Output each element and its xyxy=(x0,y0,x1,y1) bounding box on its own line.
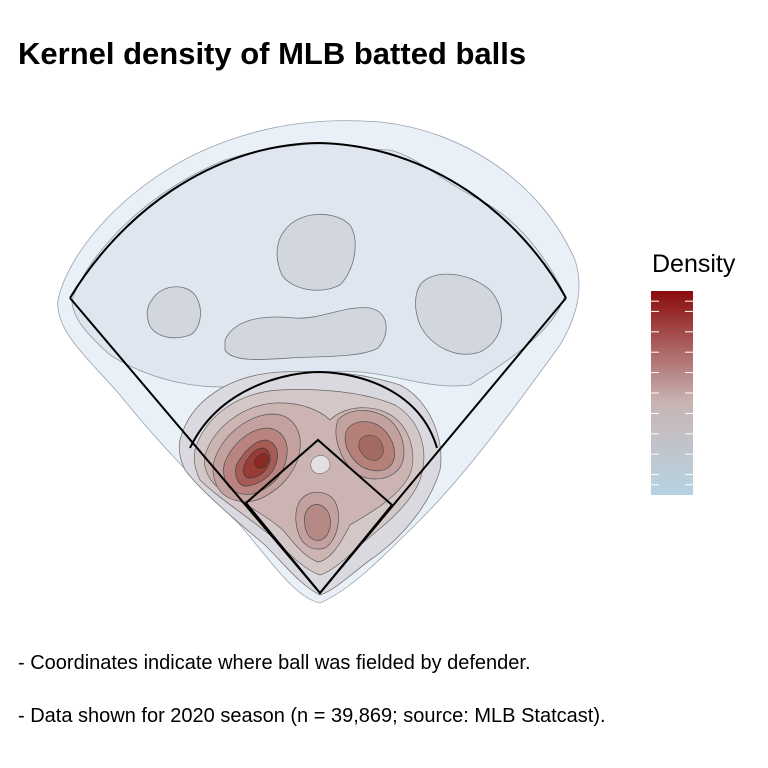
density-contour-lf xyxy=(146,286,201,339)
footnote-coordinates: - Coordinates indicate where ball was fi… xyxy=(18,652,531,674)
legend-title: Density xyxy=(652,250,736,278)
infield-diamond xyxy=(244,438,394,595)
density-contour-if-4c xyxy=(303,504,331,541)
density-contour-shallow-of xyxy=(224,307,387,360)
density-contour-cf xyxy=(276,213,356,291)
outfield-wall xyxy=(69,141,567,299)
density-contour-if-7b xyxy=(358,434,384,461)
footnote-data-source: - Data shown for 2020 season (n = 39,869… xyxy=(18,705,606,727)
infield-arc xyxy=(189,370,438,449)
legend-ticks xyxy=(651,300,693,486)
density-contour-rf xyxy=(415,273,502,355)
density-contour-home xyxy=(310,455,331,474)
chart-title: Kernel density of MLB batted balls xyxy=(18,36,527,71)
density-contour-if-7 xyxy=(254,453,269,469)
field-outline xyxy=(69,141,567,595)
